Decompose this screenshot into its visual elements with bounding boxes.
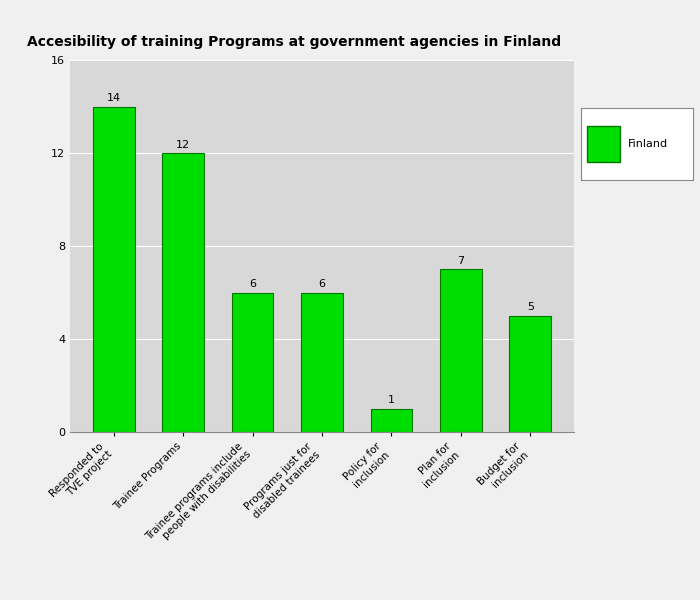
Text: 12: 12 [176, 140, 190, 149]
Text: 6: 6 [249, 279, 256, 289]
Bar [440, 269, 482, 432]
Bar [93, 107, 134, 432]
Bar [232, 292, 274, 432]
Bar [162, 153, 204, 432]
FancyBboxPatch shape [587, 126, 620, 162]
Text: 5: 5 [527, 302, 534, 312]
Text: Finland: Finland [628, 139, 668, 149]
Text: 7: 7 [457, 256, 464, 266]
Text: 14: 14 [106, 93, 121, 103]
Text: 6: 6 [318, 279, 326, 289]
Text: 1: 1 [388, 395, 395, 405]
Bar [301, 292, 343, 432]
Bar [370, 409, 412, 432]
Bar [510, 316, 551, 432]
Text: Accesibility of training Programs at government agencies in Finland: Accesibility of training Programs at gov… [27, 35, 561, 49]
